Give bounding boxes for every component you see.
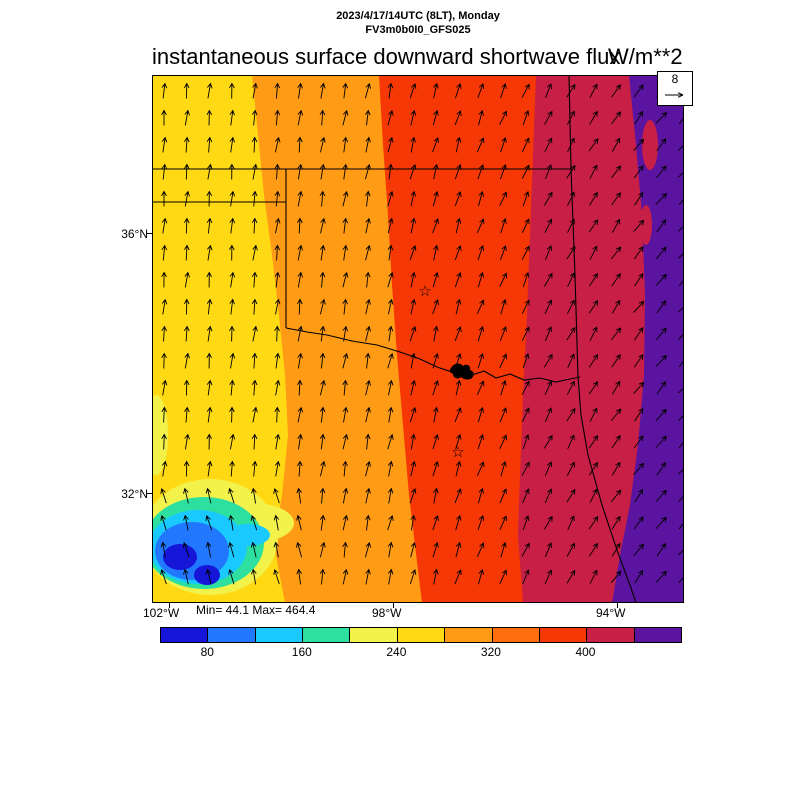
low-flux-cloud-blob — [194, 565, 220, 585]
flux-patch — [642, 120, 658, 170]
axis-tick — [169, 603, 170, 608]
lon-label-94w: 94°W — [596, 606, 626, 620]
wind-vector-arrows — [160, 82, 684, 585]
axis-tick — [617, 603, 618, 608]
colorbar-tick-label: 160 — [291, 645, 312, 659]
min-max-label: Min= 44.1 Max= 464.4 — [196, 603, 316, 617]
model-name-header: FV3m0b0I0_GFS025 — [365, 24, 471, 36]
lat-label-32n: 32°N — [121, 487, 148, 501]
colorbar-segment — [161, 628, 209, 642]
colorbar-segment — [255, 628, 304, 642]
city-star-marker: ☆ — [451, 444, 464, 461]
reference-vector-box: 8 — [657, 71, 693, 106]
run-time-header: 2023/4/17/14UTC (8LT), Monday — [336, 10, 500, 22]
flux-patch — [640, 205, 652, 245]
colorbar-segment — [445, 628, 493, 642]
colorbar-segment — [492, 628, 540, 642]
lon-label-98w: 98°W — [372, 606, 402, 620]
colorbar-segment — [539, 628, 588, 642]
state-border — [570, 168, 579, 378]
axis-tick — [146, 233, 152, 234]
lon-label-102w: 102°W — [143, 606, 180, 620]
lat-label-36n: 36°N — [121, 227, 148, 241]
city-star-marker: ☆ — [418, 283, 431, 300]
state-border — [568, 75, 572, 170]
flux-map-canvas: ☆ ☆ — [152, 75, 684, 603]
axis-tick — [393, 603, 394, 608]
colorbar-segment — [303, 628, 351, 642]
colorbar-segment — [587, 628, 635, 642]
colorbar-segment — [208, 628, 256, 642]
reference-vector-arrow-icon — [665, 92, 684, 98]
axis-tick — [146, 493, 152, 494]
units-label: W/m**2 — [608, 44, 683, 69]
colorbar — [160, 627, 682, 643]
colorbar-tick-label: 240 — [386, 645, 407, 659]
state-border — [577, 376, 637, 603]
colorbar-tick-label: 80 — [200, 645, 214, 659]
plot-title: instantaneous surface downward shortwave… — [152, 44, 621, 69]
low-flux-cloud-blob — [163, 544, 197, 570]
colorbar-tick-label: 320 — [480, 645, 501, 659]
map-border — [152, 75, 684, 603]
flux-map-svg: ☆☆ — [152, 75, 684, 603]
colorbar-tick-labels: 80 160 240 320 400 — [160, 645, 680, 659]
colorbar-segment — [634, 628, 681, 642]
state-border — [285, 327, 581, 383]
flux-band — [612, 75, 684, 603]
reference-vector-value: 8 — [671, 72, 679, 86]
colorbar-segment — [397, 628, 446, 642]
colorbar-tick-label: 400 — [575, 645, 596, 659]
colorbar-segment — [350, 628, 398, 642]
low-flux-cloud-blob — [226, 524, 270, 546]
